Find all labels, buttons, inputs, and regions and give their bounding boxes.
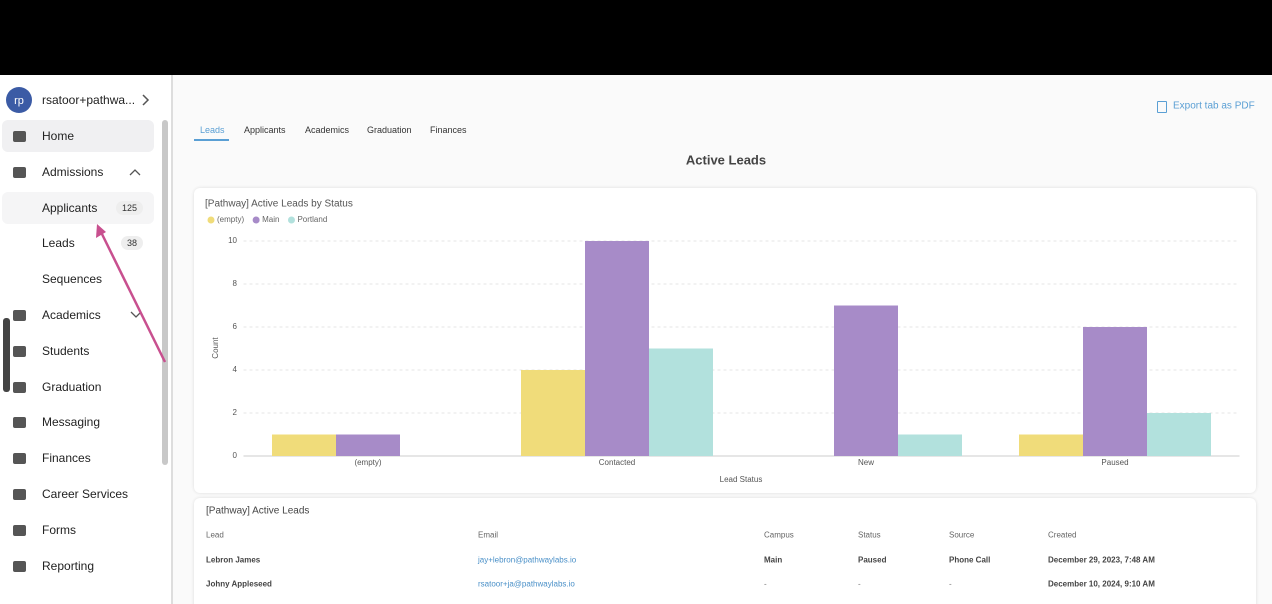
legend-swatch [287,216,295,224]
nav-subitem[interactable]: Sequences [42,272,103,287]
legend-label: Portland [297,215,327,224]
column-header[interactable]: Source [949,530,975,540]
nav-item[interactable]: Finances [42,451,91,466]
account-name[interactable]: rsatoor+pathwa... [42,93,136,107]
x-tick-label: Contacted [599,458,635,467]
page-title: Active Leads [685,152,767,168]
table-cell: - [764,579,767,589]
x-axis-label: Lead Status [720,475,763,484]
y-tick-label: 10 [228,236,237,245]
tab[interactable]: Leads [200,125,225,135]
nav-badge: 38 [120,236,143,251]
nav-item[interactable]: Academics [42,308,101,322]
table-cell: - [949,579,952,589]
x-tick-label: (empty) [354,458,381,467]
table-cell: - [858,579,861,589]
bar [272,434,336,456]
legend-swatch [207,216,215,224]
nav-badge: 125 [115,200,143,215]
table-cell: December 29, 2023, 7:48 AM [1048,555,1155,565]
table-cell: Lebron James [206,555,261,565]
collapse-chevron[interactable] [129,169,141,176]
tab[interactable]: Graduation [367,125,412,135]
nav-item[interactable]: Graduation [42,379,102,394]
nav-icon [13,345,26,357]
nav-subitem[interactable]: Leads [42,236,75,251]
nav-item[interactable]: Messaging [42,415,101,430]
y-tick-label: 4 [233,365,238,374]
y-tick-label: 0 [233,451,238,460]
bar [834,305,898,456]
nav-icon [13,131,26,142]
nav-item[interactable]: Career Services [42,487,129,501]
bar [898,434,962,456]
bar [1147,413,1211,456]
table-cell: Paused [858,555,887,565]
bar [649,348,713,456]
tab[interactable]: Applicants [244,125,286,135]
nav-item[interactable]: Admissions [42,164,104,179]
chart-title: [Pathway] Active Leads by Status [205,199,353,210]
x-tick-label: New [858,458,874,467]
table-title: [Pathway] Active Leads [206,505,310,517]
table-cell[interactable]: jay+lebron@pathwaylabs.io [478,555,577,565]
tab[interactable]: Finances [430,125,467,135]
legend-label: Main [262,215,279,224]
nav-subitem[interactable]: Applicants [42,200,98,215]
export-button[interactable]: Export tab as PDF [1173,100,1255,112]
table-cell: December 10, 2024, 9:10 AM [1048,579,1155,589]
annotation-arrow [98,229,167,363]
y-tick-label: 8 [233,279,238,288]
nav-icon [13,560,26,572]
table-cell: Johny Appleseed [206,579,272,589]
table-card [194,498,1256,604]
nav-item[interactable]: Reporting [42,558,95,573]
y-tick-label: 6 [233,322,238,331]
nav-item[interactable]: Students [42,343,90,358]
sidebar [0,75,173,604]
column-header[interactable]: Lead [206,530,224,540]
nav-item[interactable]: Home [42,129,75,143]
arrow-head [96,224,106,238]
expand-chevron[interactable] [130,311,142,318]
scrollbar[interactable] [162,120,168,465]
tab[interactable]: Academics [305,125,350,135]
column-header[interactable]: Email [478,530,499,540]
avatar-initials: rp [14,95,24,107]
active-highlight [2,120,154,152]
nav-icon [13,524,26,536]
legend-swatch [252,216,260,224]
y-tick-label: 2 [233,408,238,417]
pdf-icon [1157,101,1167,113]
nav-icon [13,166,26,178]
nav-icon [13,453,26,465]
top-bar [0,0,1272,75]
table-cell[interactable]: rsatoor+ja@pathwaylabs.io [478,579,575,589]
bar [585,241,649,456]
nav-icon [13,381,26,393]
table-cell: Phone Call [949,555,991,565]
y-axis-label: Count [211,337,220,359]
column-header[interactable]: Campus [764,530,794,540]
table-cell: Main [764,555,783,565]
avatar[interactable] [6,87,32,113]
bar [1083,327,1147,456]
nav-icon [13,310,26,321]
bar [336,434,400,456]
legend-label: (empty) [217,215,244,224]
nav-item[interactable]: Forms [42,522,76,537]
column-header[interactable]: Created [1048,530,1077,540]
nav-icon [13,489,26,500]
column-header[interactable]: Status [858,530,881,540]
nav-icon [13,417,26,429]
tab-underline [194,139,229,141]
bar [1019,434,1083,456]
handle [3,318,10,392]
x-tick-label: Paused [1101,458,1128,467]
bar [521,370,585,456]
account-chevron[interactable] [142,94,150,106]
